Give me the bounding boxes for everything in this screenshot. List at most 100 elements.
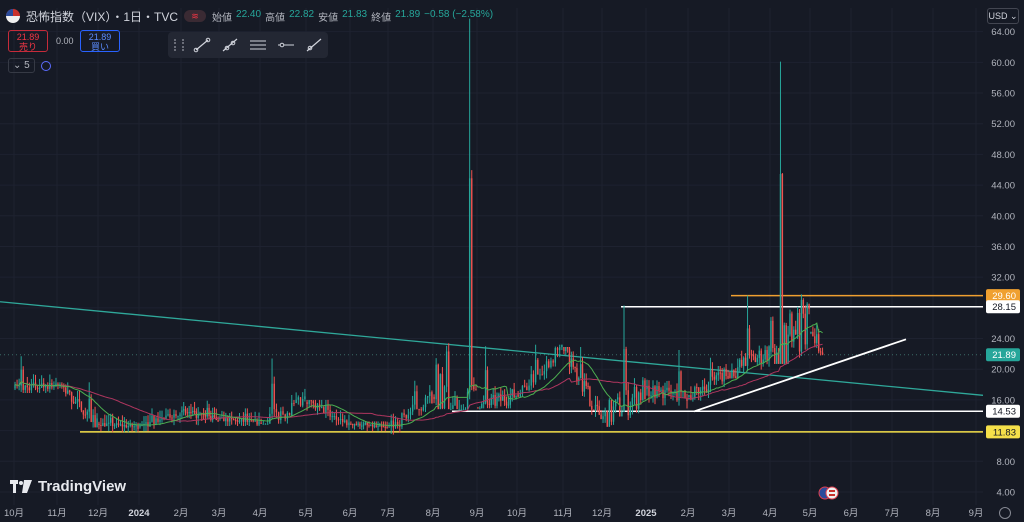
candle-body: [284, 414, 286, 419]
candle-body: [793, 329, 795, 342]
candle-body: [323, 407, 325, 414]
candle-body: [306, 402, 308, 404]
candle-body: [362, 424, 365, 426]
x-tick-label: 10月: [4, 508, 24, 519]
candle-body: [466, 392, 469, 410]
candle-body: [382, 426, 385, 428]
candle-body: [416, 391, 418, 410]
candle-body: [598, 406, 600, 415]
candle-body: [479, 408, 481, 410]
candle-body: [375, 425, 377, 427]
candle-body: [291, 402, 293, 416]
candle-body: [102, 423, 104, 426]
candle-body: [629, 407, 631, 416]
candle-body: [563, 346, 565, 352]
candle-body: [537, 359, 539, 375]
candle-body: [379, 425, 381, 427]
candle-body: [264, 423, 267, 425]
price-label-box: [986, 425, 1020, 439]
horizontal-ray-icon[interactable]: [276, 36, 296, 54]
candle-body: [55, 383, 57, 386]
candle-body: [500, 394, 502, 401]
sell-button[interactable]: 21.89 売り: [8, 30, 48, 52]
price-label-text: 28.15: [992, 302, 1016, 313]
x-tick-label: 7月: [381, 508, 396, 519]
indicators-toggle[interactable]: ⌄ 5: [8, 58, 51, 73]
candle-body: [715, 375, 718, 380]
candle-body: [129, 424, 131, 427]
symbol-title[interactable]: 恐怖指数（VIX）・1日・TVC: [26, 9, 179, 24]
candle-body: [297, 397, 300, 400]
ray-icon[interactable]: [220, 36, 240, 54]
indicators-count-box[interactable]: ⌄ 5: [8, 58, 35, 73]
candle-body: [740, 359, 743, 366]
candle-body: [32, 382, 35, 385]
candle-body: [394, 421, 397, 428]
candle-body: [359, 423, 361, 426]
symbol-header: 恐怖指数（VIX）・1日・TVC ≋ 始値 22.40 高値 22.82 安値 21.…: [6, 6, 493, 26]
candle-body: [435, 364, 437, 400]
price-label-box: [986, 289, 1020, 303]
candle-body: [348, 422, 350, 426]
candle-body: [505, 401, 508, 406]
candle-body: [341, 418, 344, 423]
y-tick-label: 64.00: [991, 27, 1015, 38]
candle-body: [217, 420, 219, 422]
currency-selector[interactable]: USD ⌄: [987, 8, 1019, 24]
candle-body: [503, 396, 506, 402]
candle-body: [819, 351, 822, 353]
candle-body: [377, 425, 379, 427]
candle-body: [779, 174, 782, 364]
candle-body: [568, 348, 571, 367]
trend-line-icon[interactable]: [192, 36, 212, 54]
candle-body: [230, 418, 233, 420]
candle-body: [350, 423, 352, 425]
candle-body: [173, 414, 175, 418]
candle-body: [496, 397, 498, 406]
candle-body: [594, 404, 597, 411]
candle-body: [65, 387, 67, 394]
candle-body: [179, 414, 181, 416]
extended-line-icon[interactable]: [304, 36, 324, 54]
candle-body: [652, 386, 654, 396]
candle-body: [515, 395, 517, 398]
candle-body: [808, 304, 810, 309]
us-event-marker-icon[interactable]: [818, 486, 840, 500]
candle-body: [213, 415, 216, 418]
candle-body: [539, 374, 541, 376]
candle-body: [543, 371, 546, 375]
candle-body: [744, 357, 747, 366]
axis-settings-icon[interactable]: [999, 507, 1011, 519]
drawing-toolbar[interactable]: [168, 32, 328, 58]
candle-body: [392, 420, 395, 428]
candle-body: [280, 411, 282, 421]
candle-body: [357, 423, 359, 425]
session-indicator-icon[interactable]: ≋: [184, 10, 207, 22]
candle-body: [211, 415, 214, 420]
candle-body: [507, 404, 510, 406]
buy-button[interactable]: 21.89 買い: [80, 30, 120, 52]
candle-body: [119, 424, 122, 426]
candle-body: [159, 419, 161, 422]
candle-body: [161, 417, 163, 420]
parallel-channel-icon[interactable]: [248, 36, 268, 54]
candle-body: [147, 422, 149, 427]
candle-body: [517, 394, 519, 397]
candle-body: [63, 385, 65, 388]
drag-handle-icon[interactable]: [174, 39, 184, 51]
candle-body: [266, 423, 269, 425]
candle-body: [151, 415, 153, 422]
candle-body: [816, 334, 818, 344]
candle-body: [735, 376, 737, 379]
candle-body: [775, 352, 778, 364]
candle-body: [692, 397, 694, 400]
candle-body: [121, 424, 124, 427]
candle-body: [399, 425, 401, 427]
candle-body: [554, 347, 557, 363]
indicator-settings-icon[interactable]: [40, 60, 51, 71]
candle-body: [585, 381, 587, 386]
candle-body: [781, 174, 784, 364]
us-flag-icon: [6, 9, 20, 23]
